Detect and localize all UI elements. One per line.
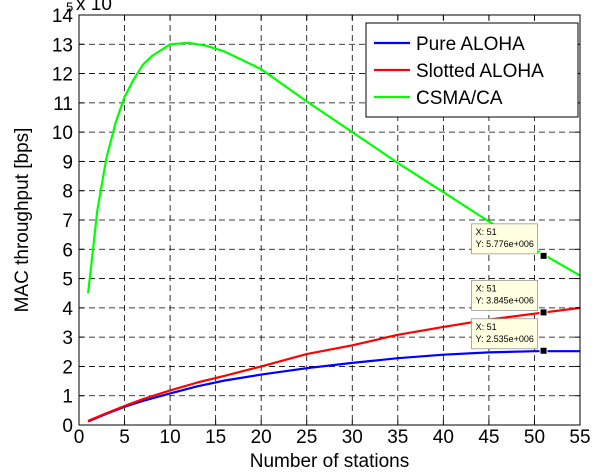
x-tick-label: 50 bbox=[524, 427, 545, 448]
y-tick-label: 1 bbox=[62, 387, 73, 408]
datatip-text: X: 51 bbox=[476, 227, 497, 237]
datatip-box bbox=[471, 279, 538, 311]
y-tick-label: 9 bbox=[62, 152, 73, 173]
datatip-box bbox=[471, 223, 538, 255]
x-tick-label: 10 bbox=[160, 427, 181, 448]
y-tick-label: 2 bbox=[62, 357, 73, 378]
x-tick-label: 20 bbox=[251, 427, 272, 448]
datatip-text: X: 51 bbox=[476, 322, 497, 332]
series-line-pure-aloha bbox=[87, 350, 580, 423]
legend-entry: Slotted ALOHA bbox=[416, 61, 544, 82]
y-tick-label: 4 bbox=[62, 299, 73, 320]
x-tick-label: 5 bbox=[119, 427, 130, 448]
legend-entry: Pure ALOHA bbox=[416, 34, 525, 55]
grid-lines bbox=[79, 15, 580, 425]
datatip-box bbox=[471, 318, 538, 350]
x-tick-label: 35 bbox=[387, 427, 408, 448]
datatip-marker bbox=[539, 251, 548, 260]
y-tick-label: 11 bbox=[53, 94, 73, 115]
y-tick-label: 13 bbox=[52, 35, 73, 56]
datatip: X: 51 Y: 3.845e+006 bbox=[471, 279, 548, 317]
legend-entry: CSMA/CA bbox=[416, 88, 503, 109]
datatip-marker bbox=[539, 346, 548, 355]
x-tick-label: 45 bbox=[478, 427, 499, 448]
x-tick-label: 40 bbox=[433, 427, 454, 448]
y-tick-label: 5 bbox=[62, 270, 73, 291]
y-exponent-label: x 10 bbox=[76, 0, 112, 15]
legend: Pure ALOHA Slotted ALOHA CSMA/CA bbox=[365, 22, 579, 118]
y-tick-label: 6 bbox=[62, 240, 73, 261]
y-exponent-power: 5 bbox=[66, 0, 73, 15]
x-tick-label: 30 bbox=[342, 427, 363, 448]
x-tick-label: 55 bbox=[569, 427, 590, 448]
datatip-text: Y: 2.535e+006 bbox=[476, 334, 534, 344]
datatip-text: Y: 5.776e+006 bbox=[476, 239, 534, 249]
y-tick-label: 3 bbox=[62, 328, 73, 349]
datatip-text: Y: 3.845e+006 bbox=[476, 295, 534, 305]
datatip-marker bbox=[539, 308, 548, 317]
datatip: X: 51 Y: 2.535e+006 bbox=[471, 318, 548, 355]
y-tick-label: 8 bbox=[62, 182, 73, 203]
x-tick-label: 15 bbox=[205, 427, 226, 448]
x-tick-label: 0 bbox=[74, 427, 85, 448]
y-tick-label: 0 bbox=[62, 416, 73, 437]
datatip: X: 51 Y: 5.776e+006 bbox=[471, 223, 548, 260]
y-axis-label: MAC throughput [bps] bbox=[12, 128, 33, 313]
y-tick-label: 10 bbox=[52, 123, 73, 144]
y-tick-label: 7 bbox=[62, 211, 73, 232]
datatip-text: X: 51 bbox=[476, 283, 497, 293]
y-tick-label: 14 bbox=[52, 6, 74, 27]
series-line-csma-ca bbox=[87, 41, 581, 294]
y-tick-label: 12 bbox=[52, 65, 73, 86]
axis-ticks: 0 5 10 15 20 25 30 35 40 45 50 55012345678910111213… bbox=[52, 6, 591, 448]
x-axis-label: Number of stations bbox=[250, 451, 409, 472]
x-tick-label: 25 bbox=[296, 427, 317, 448]
